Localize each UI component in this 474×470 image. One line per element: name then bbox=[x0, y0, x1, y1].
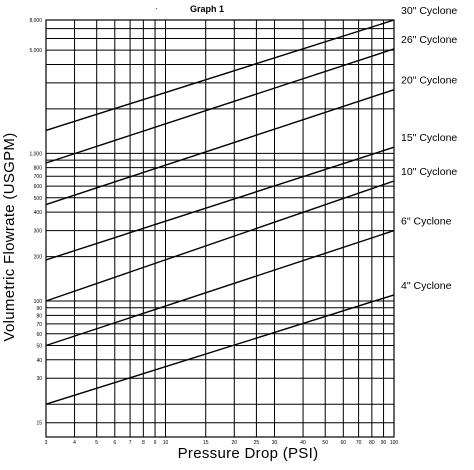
plot-frame bbox=[45, 19, 395, 438]
y-tick-label: 30 bbox=[36, 376, 42, 382]
series-labels: 30" Cyclone 26" Cyclone 20" Cyclone 15" Cyc… bbox=[401, 5, 457, 292]
series-line bbox=[45, 180, 395, 302]
x-axis-label: Pressure Drop (PSI) bbox=[178, 445, 319, 462]
series-label: 30" Cyclone bbox=[401, 5, 457, 17]
x-tick-label: 90 bbox=[381, 440, 387, 446]
series-line bbox=[45, 19, 395, 132]
y-tick-label: 800 bbox=[34, 166, 43, 172]
y-axis-label: Volumetric Flowrate (USGPM) bbox=[1, 133, 18, 342]
x-tick-label: 60 bbox=[341, 440, 347, 446]
x-tick-label: 100 bbox=[390, 440, 399, 446]
x-tick-label: 7 bbox=[129, 440, 132, 446]
chart-title: Graph 1 bbox=[190, 4, 224, 14]
series-label: 10" Cyclone bbox=[401, 166, 457, 178]
y-tick-label: 70 bbox=[36, 322, 42, 328]
x-tick-label: 25 bbox=[254, 440, 260, 446]
y-tick-label: 700 bbox=[34, 174, 43, 180]
y-tick-label: 400 bbox=[34, 210, 43, 216]
x-tick-label: 80 bbox=[369, 440, 375, 446]
y-gridlines bbox=[46, 19, 394, 424]
y-tick-label: 15 bbox=[36, 421, 42, 427]
title-dot: · bbox=[155, 4, 158, 13]
series-line bbox=[45, 89, 395, 206]
y-tick-label: 200 bbox=[34, 255, 43, 261]
y-tick-label: 50 bbox=[36, 343, 42, 349]
y-tick-label: 40 bbox=[36, 358, 42, 364]
y-tick-label: 80 bbox=[36, 313, 42, 319]
y-tick-label: 90 bbox=[36, 306, 42, 312]
series-line bbox=[45, 146, 395, 261]
x-tick-label: 6 bbox=[113, 440, 116, 446]
x-tick-label: 15 bbox=[203, 440, 209, 446]
x-tick-labels: 3 4 5 6 7 8 9 10 15 20 25 30 40 50 60 70 80 90 100 bbox=[45, 440, 399, 446]
y-tick-label: 100 bbox=[34, 299, 43, 305]
y-tick-label: 60 bbox=[36, 332, 42, 338]
x-tick-label: 9 bbox=[154, 440, 157, 446]
y-tick-label: 1,000 bbox=[29, 151, 42, 157]
x-tick-label: 10 bbox=[163, 440, 169, 446]
x-tick-label: 5 bbox=[95, 440, 98, 446]
x-tick-label: 20 bbox=[231, 440, 237, 446]
y-tick-label: 600 bbox=[34, 184, 43, 190]
series-label: 6" Cyclone bbox=[401, 216, 452, 228]
x-tick-label: 3 bbox=[45, 440, 48, 446]
series-lines bbox=[45, 19, 395, 405]
x-tick-label: 50 bbox=[322, 440, 328, 446]
x-tick-label: 70 bbox=[356, 440, 362, 446]
x-tick-label: 4 bbox=[73, 440, 76, 446]
series-label: 20" Cyclone bbox=[401, 75, 457, 87]
series-line bbox=[45, 48, 395, 164]
series-label: 26" Cyclone bbox=[401, 34, 457, 46]
y-tick-label: 300 bbox=[34, 229, 43, 235]
y-tick-label: 8,000 bbox=[29, 18, 42, 24]
x-tick-label: 40 bbox=[300, 440, 306, 446]
series-line bbox=[45, 229, 395, 347]
x-tick-label: 30 bbox=[272, 440, 278, 446]
series-label: 4" Cyclone bbox=[401, 280, 452, 292]
series-line bbox=[45, 294, 395, 405]
x-tick-label: 8 bbox=[142, 440, 145, 446]
series-label: 15" Cyclone bbox=[401, 132, 457, 144]
y-tick-label: 5,000 bbox=[29, 48, 42, 54]
y-tick-label: 500 bbox=[34, 196, 43, 202]
